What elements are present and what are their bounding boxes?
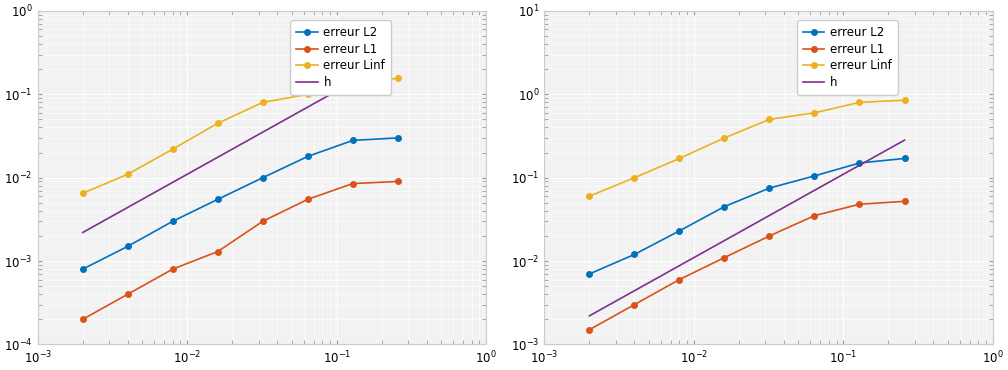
erreur Linf	[854, 100, 866, 105]
erreur Linf	[257, 100, 269, 105]
Line: erreur L1: erreur L1	[587, 199, 907, 333]
erreur L2	[808, 174, 821, 178]
erreur L1	[212, 249, 224, 254]
erreur L2	[257, 175, 269, 180]
erreur L1	[763, 234, 775, 238]
h	[584, 314, 596, 318]
erreur L1	[584, 327, 596, 332]
erreur Linf	[628, 175, 640, 180]
erreur Linf	[212, 121, 224, 125]
erreur L1	[854, 202, 866, 206]
erreur Linf	[166, 147, 178, 151]
erreur L1	[347, 181, 359, 186]
erreur L2	[898, 156, 910, 161]
h	[77, 230, 89, 235]
Line: erreur Linf: erreur Linf	[80, 76, 400, 196]
Line: erreur L2: erreur L2	[80, 135, 400, 272]
erreur L1	[673, 277, 685, 282]
erreur Linf	[763, 117, 775, 122]
Line: erreur L2: erreur L2	[587, 156, 907, 277]
erreur L1	[77, 317, 89, 322]
erreur L1	[808, 213, 821, 218]
erreur L1	[392, 179, 404, 184]
erreur L2	[166, 219, 178, 223]
erreur Linf	[584, 194, 596, 198]
erreur Linf	[77, 191, 89, 195]
erreur Linf	[808, 111, 821, 115]
Legend: erreur L2, erreur L1, erreur Linf, h: erreur L2, erreur L1, erreur Linf, h	[290, 20, 391, 95]
erreur L2	[212, 197, 224, 202]
erreur Linf	[719, 136, 731, 140]
erreur L2	[77, 267, 89, 271]
erreur L2	[628, 252, 640, 257]
erreur L1	[628, 302, 640, 307]
Line: h: h	[83, 91, 337, 232]
erreur L1	[719, 255, 731, 260]
h	[898, 138, 910, 142]
erreur L2	[122, 244, 134, 249]
erreur L2	[673, 229, 685, 233]
erreur Linf	[392, 76, 404, 81]
Legend: erreur L2, erreur L1, erreur Linf, h: erreur L2, erreur L1, erreur Linf, h	[797, 20, 898, 95]
erreur L2	[301, 154, 313, 159]
erreur L1	[166, 267, 178, 271]
erreur L2	[584, 272, 596, 276]
erreur Linf	[347, 80, 359, 84]
Line: h: h	[590, 140, 904, 316]
erreur L2	[719, 204, 731, 209]
erreur L2	[854, 161, 866, 165]
erreur L2	[392, 136, 404, 140]
erreur Linf	[898, 98, 910, 102]
erreur L2	[763, 186, 775, 190]
Line: erreur Linf: erreur Linf	[587, 97, 907, 199]
erreur L1	[122, 292, 134, 296]
erreur L2	[347, 138, 359, 142]
erreur L1	[301, 197, 313, 202]
erreur Linf	[673, 156, 685, 161]
erreur Linf	[122, 172, 134, 176]
h	[331, 89, 343, 93]
erreur Linf	[301, 92, 313, 97]
erreur L1	[898, 199, 910, 204]
erreur L1	[257, 219, 269, 223]
Line: erreur L1: erreur L1	[80, 179, 400, 322]
